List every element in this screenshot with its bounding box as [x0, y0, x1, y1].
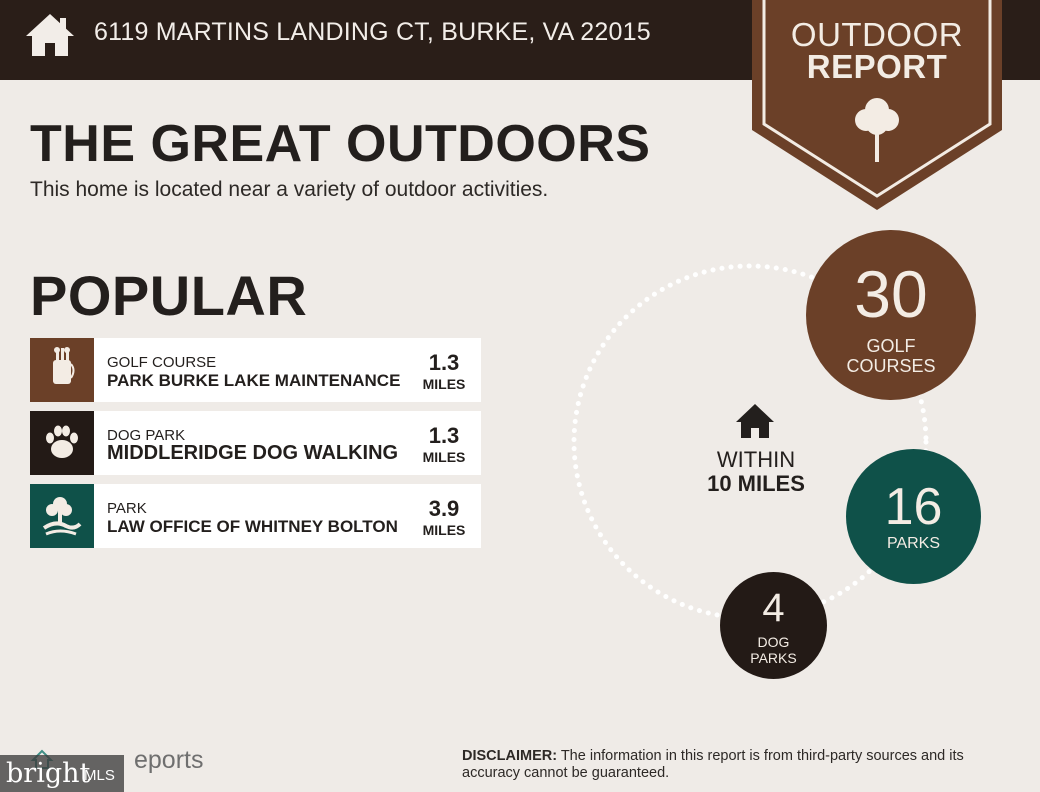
home-icon [26, 14, 74, 56]
tree-icon [855, 98, 899, 162]
page-subtitle: This home is located near a variety of o… [30, 178, 549, 201]
parks-stat: 16 PARKS [846, 449, 981, 584]
paw-icon [46, 425, 78, 458]
radius-label-line1: WITHIN [716, 447, 796, 472]
list-item-park[interactable]: PARK LAW OFFICE OF WHITNEY BOLTON 3.9 MI… [30, 484, 481, 548]
golf-courses-stat: 30 GOLF COURSES [806, 230, 976, 400]
page-title: THE GREAT OUTDOORS [30, 115, 651, 173]
dog-label-line1: DOG [757, 634, 790, 650]
watermark-mls: MLS [84, 767, 115, 784]
item-distance-unit: MILES [422, 522, 466, 538]
parks-count: 16 [884, 478, 943, 536]
item-distance-unit: MILES [422, 376, 466, 392]
item-distance-unit: MILES [422, 449, 466, 465]
park-icon-tile [30, 484, 94, 548]
list-item-dog-park[interactable]: DOG PARK MIDDLERIDGE DOG WALKING 1.3 MIL… [30, 411, 481, 475]
dog-parks-label: DOG PARKS [720, 634, 827, 666]
dog-label-line2: PARKS [750, 650, 797, 666]
golf-courses-count: 30 [854, 257, 928, 331]
radius-label-line2: 10 MILES [707, 471, 805, 496]
disclaimer-label: DISCLAIMER: [462, 748, 558, 764]
item-distance: 3.9 [428, 496, 460, 521]
item-distance: 1.3 [428, 350, 460, 375]
property-address: 6119 MARTINS LANDING CT, BURKE, VA 22015 [94, 18, 651, 46]
dog-park-icon-tile [30, 411, 94, 475]
popular-list: GOLF COURSE PARK BURKE LAKE MAINTENANCE … [30, 338, 481, 557]
item-category: PARK [107, 500, 147, 517]
badge-title-line1: OUTDOOR [790, 16, 964, 53]
item-name: LAW OFFICE OF WHITNEY BOLTON [107, 517, 398, 536]
item-distance: 1.3 [428, 423, 460, 448]
item-category: DOG PARK [107, 427, 186, 444]
radius-ring [571, 263, 929, 621]
item-name: PARK BURKE LAKE MAINTENANCE [107, 371, 401, 390]
dog-parks-count: 4 [762, 586, 785, 630]
disclaimer-text: The information in this report is from t… [462, 748, 964, 781]
disclaimer: DISCLAIMER: The information in this repo… [462, 748, 1022, 782]
mls-watermark: bright MLS [0, 755, 124, 792]
badge-title-line2: REPORT [806, 48, 948, 85]
golf-courses-label: GOLF COURSES [806, 336, 976, 376]
golf-label-line2: COURSES [846, 356, 936, 376]
item-category: GOLF COURSE [107, 354, 217, 371]
park-tree-icon [42, 497, 82, 536]
home-icon [736, 404, 774, 438]
golf-label-line1: GOLF [866, 336, 916, 356]
brand-name: eports [134, 746, 204, 774]
list-item-golf[interactable]: GOLF COURSE PARK BURKE LAKE MAINTENANCE … [30, 338, 481, 402]
watermark-bright: bright [6, 758, 91, 789]
dog-parks-stat: 4 DOG PARKS [720, 572, 827, 679]
golf-bag-icon [53, 347, 75, 384]
popular-heading: POPULAR [30, 264, 308, 327]
parks-label: PARKS [886, 535, 941, 552]
golf-icon-tile [30, 338, 94, 402]
outdoor-report-badge: OUTDOOR REPORT [752, 0, 1002, 212]
item-name: MIDDLERIDGE DOG WALKING [107, 442, 399, 464]
